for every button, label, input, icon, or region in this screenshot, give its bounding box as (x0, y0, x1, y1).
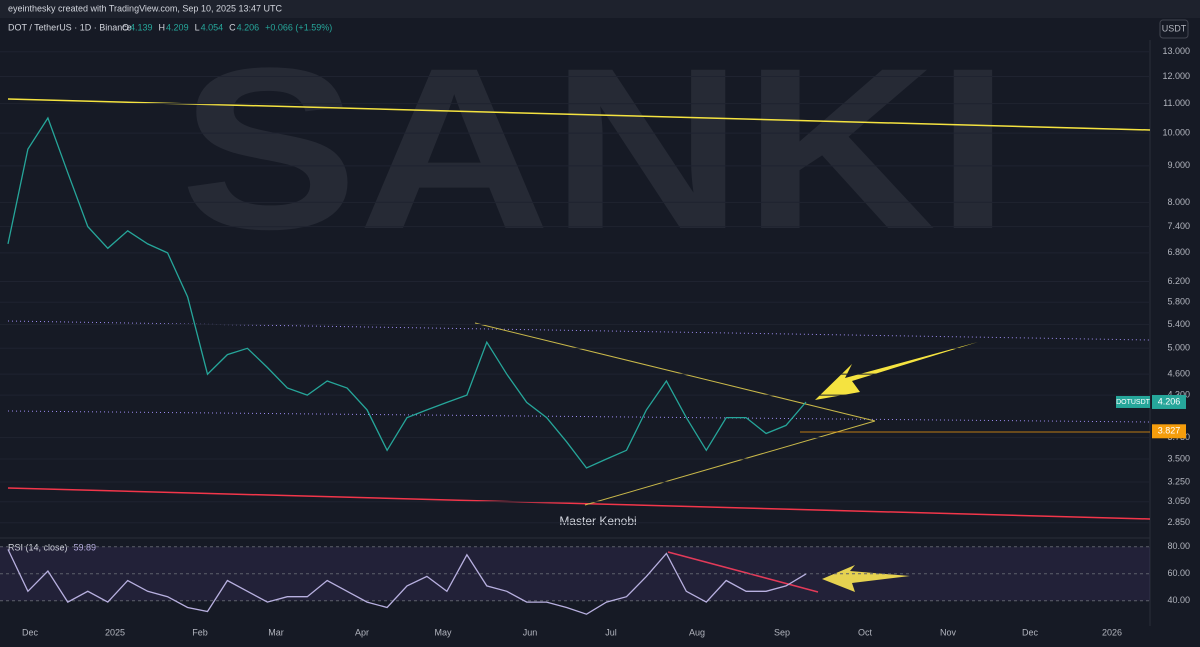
arrow (822, 565, 910, 592)
x-tick-label: Sep (774, 627, 790, 637)
y-tick-label: 80.00 (1167, 541, 1190, 551)
arrow (815, 342, 978, 400)
x-tick-label: 2026 (1102, 627, 1122, 637)
price-tag-label: 3.827 (1158, 426, 1181, 436)
y-tick-label: 9.000 (1167, 160, 1190, 170)
y-tick-label: 2.850 (1167, 517, 1190, 527)
y-tick-label: 10.000 (1162, 128, 1190, 138)
x-tick-label: 2025 (105, 627, 125, 637)
y-tick-label: 3.500 (1167, 453, 1190, 463)
y-tick-label: 13.000 (1162, 46, 1190, 56)
y-tick-label: 12.000 (1162, 71, 1190, 81)
resistance-line (7, 98, 1151, 131)
x-tick-label: Feb (192, 627, 208, 637)
y-tick-label: 4.300 (1167, 389, 1190, 399)
change: +0.066 (+1.59%) (265, 22, 332, 32)
ohlc-value: 4.139 (130, 22, 153, 32)
price-tag-label: 4.206 (1158, 396, 1181, 406)
x-tick-label: Jun (523, 627, 538, 637)
watermark: SANKI (180, 20, 1010, 277)
currency: USDT (1162, 23, 1187, 33)
ohlc-key: L (195, 22, 200, 32)
price-line (7, 549, 807, 615)
triangle-lower (584, 420, 876, 506)
y-tick-label: 4.600 (1167, 369, 1190, 379)
x-tick-label: Jul (605, 627, 617, 637)
price-tag (1152, 424, 1186, 439)
y-tick-label: 3.050 (1167, 496, 1190, 506)
ohlc-key: O (122, 22, 129, 32)
ohlc-value: 4.206 (237, 22, 260, 32)
y-tick-label: 6.200 (1167, 276, 1190, 286)
support-line (7, 487, 1151, 520)
ohlc-key: C (229, 22, 236, 32)
triangle-upper (474, 322, 876, 422)
price-tag (1152, 394, 1186, 409)
tag-name-box (1116, 395, 1150, 408)
x-tick-label: Nov (940, 627, 957, 637)
x-tick-label: Mar (268, 627, 284, 637)
x-tick-label: May (434, 627, 452, 637)
rsi-trend (667, 551, 819, 593)
x-tick-label: Oct (858, 627, 873, 637)
currency-box[interactable] (1159, 19, 1189, 39)
y-tick-label: 11.000 (1163, 98, 1190, 108)
y-tick-label: 40.00 (1167, 595, 1190, 605)
rsi-band (0, 546, 1150, 601)
tag-name: DOTUSDT (1116, 399, 1151, 406)
rsi-title: RSI (14, close) (8, 542, 68, 552)
y-tick-label: 8.000 (1167, 197, 1190, 207)
y-tick-label: 5.400 (1167, 319, 1190, 329)
y-tick-label: 7.400 (1167, 221, 1190, 231)
x-tick-label: Aug (689, 627, 705, 637)
x-tick-label: Dec (22, 627, 39, 637)
ohlc-key: H (159, 22, 166, 32)
x-tick-label: Apr (355, 627, 369, 637)
rsi-last: 59.89 (74, 542, 97, 552)
x-tick-label: Dec (1022, 627, 1039, 637)
annotation: Master Kenobi (559, 514, 636, 528)
y-tick-label: 5.000 (1167, 343, 1190, 353)
ohlc-value: 4.209 (166, 22, 189, 32)
price-line (7, 116, 807, 469)
y-tick-label: 5.800 (1167, 297, 1190, 307)
y-tick-label: 3.250 (1167, 476, 1190, 486)
ohlc-value: 4.054 (201, 22, 224, 32)
credit: eyeinthesky created with TradingView.com… (8, 3, 282, 13)
y-tick-label: 60.00 (1167, 568, 1190, 578)
top-bar (0, 0, 1200, 18)
y-tick-label: 6.800 (1167, 247, 1190, 257)
symbol: DOT / TetherUS · 1D · Binance (8, 22, 132, 32)
